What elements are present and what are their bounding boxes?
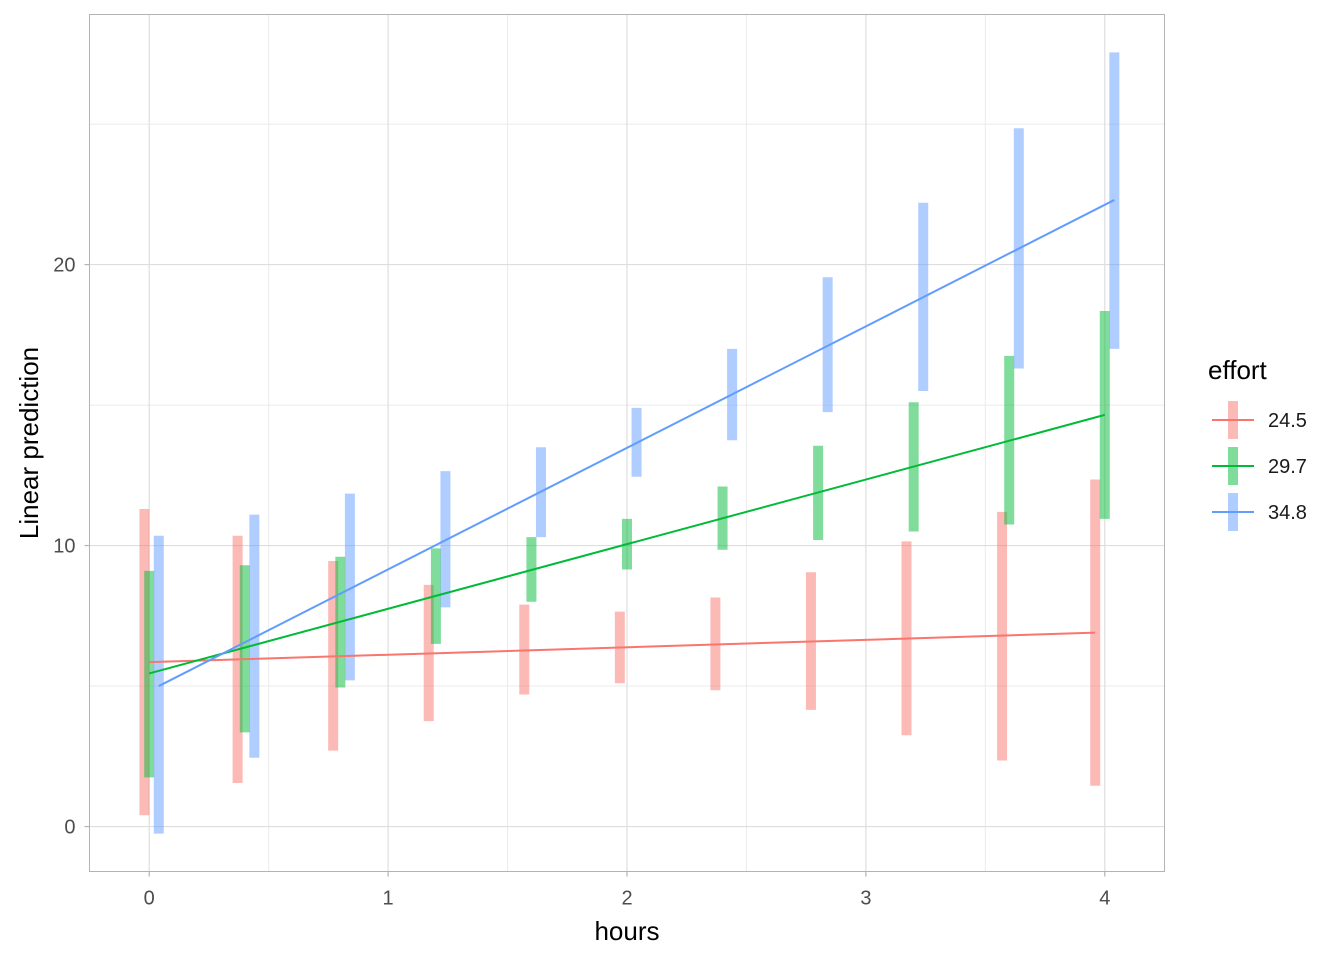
series-line-24.5: [149, 631, 1096, 664]
x-axis-title: hours: [594, 916, 659, 946]
y-tick-label: 0: [64, 817, 75, 839]
x-tick-label: 0: [144, 888, 155, 910]
y-tick-label: 20: [53, 255, 75, 277]
y-tick-labels: 0 10 20: [53, 255, 75, 839]
legend: 24.5 29.7 34.8: [1212, 397, 1307, 535]
legend-label: 29.7: [1268, 456, 1307, 478]
x-tick-labels: 0 1 2 3 4: [144, 888, 1111, 910]
legend-label: 34.8: [1268, 502, 1307, 524]
y-tick-label: 10: [53, 536, 75, 558]
legend-label: 24.5: [1268, 410, 1307, 432]
axis-ticks: [84, 263, 1106, 877]
interval-bars: [139, 52, 1120, 834]
x-tick-label: 2: [621, 888, 632, 910]
legend-title: effort: [1208, 355, 1268, 385]
y-axis-title: Linear prediction: [14, 347, 44, 539]
x-tick-label: 1: [383, 888, 394, 910]
x-tick-label: 3: [860, 888, 871, 910]
series-line-34.8: [158, 199, 1115, 687]
series-lines: [148, 199, 1115, 687]
x-tick-label: 4: [1099, 888, 1110, 910]
series-line-29.7: [148, 413, 1106, 675]
